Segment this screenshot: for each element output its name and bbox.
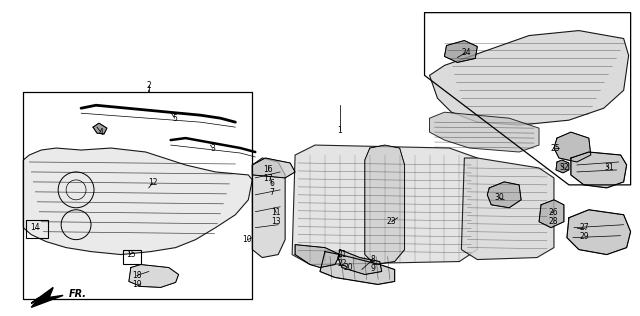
Polygon shape xyxy=(23,148,252,255)
Polygon shape xyxy=(93,123,107,134)
Text: 26: 26 xyxy=(548,208,558,217)
Text: 24: 24 xyxy=(461,48,471,57)
Text: 5: 5 xyxy=(172,114,177,123)
Text: 8: 8 xyxy=(371,255,375,264)
Text: 21: 21 xyxy=(337,250,347,259)
Text: 32: 32 xyxy=(559,163,569,173)
Polygon shape xyxy=(567,210,630,255)
Text: 13: 13 xyxy=(271,217,281,226)
Polygon shape xyxy=(554,132,591,162)
Polygon shape xyxy=(320,252,395,284)
Text: 7: 7 xyxy=(270,188,275,198)
Text: FR.: FR. xyxy=(69,289,87,299)
Text: 28: 28 xyxy=(548,217,557,226)
Polygon shape xyxy=(31,288,63,307)
Text: 17: 17 xyxy=(264,174,273,183)
Polygon shape xyxy=(292,145,477,264)
Text: 16: 16 xyxy=(264,166,273,174)
Text: 29: 29 xyxy=(579,232,589,241)
Text: 23: 23 xyxy=(387,217,397,226)
Polygon shape xyxy=(429,112,539,152)
Text: 18: 18 xyxy=(132,271,141,280)
Polygon shape xyxy=(365,145,404,264)
Text: 22: 22 xyxy=(337,259,347,268)
Polygon shape xyxy=(487,182,521,208)
Text: 19: 19 xyxy=(132,280,141,289)
Text: 3: 3 xyxy=(210,143,215,153)
Text: 2: 2 xyxy=(147,81,151,90)
Text: 30: 30 xyxy=(494,193,504,202)
Text: 6: 6 xyxy=(270,179,275,188)
Text: 31: 31 xyxy=(604,163,614,173)
Polygon shape xyxy=(338,250,381,275)
Text: 20: 20 xyxy=(343,263,353,272)
Text: 10: 10 xyxy=(243,235,252,244)
Polygon shape xyxy=(571,152,627,188)
Polygon shape xyxy=(539,200,564,228)
Text: 1: 1 xyxy=(337,126,342,135)
Polygon shape xyxy=(556,160,569,173)
Polygon shape xyxy=(252,158,295,178)
Text: 15: 15 xyxy=(126,250,136,259)
Text: 11: 11 xyxy=(271,208,281,217)
Text: 14: 14 xyxy=(31,223,40,232)
Polygon shape xyxy=(444,40,477,63)
Polygon shape xyxy=(129,264,179,288)
Polygon shape xyxy=(429,31,628,125)
Text: 4: 4 xyxy=(99,128,104,137)
Polygon shape xyxy=(461,158,554,259)
Text: 12: 12 xyxy=(148,179,157,187)
Text: 25: 25 xyxy=(550,143,560,153)
Text: 27: 27 xyxy=(579,223,589,232)
Polygon shape xyxy=(252,158,285,258)
Text: 9: 9 xyxy=(371,264,375,273)
Polygon shape xyxy=(295,245,340,268)
